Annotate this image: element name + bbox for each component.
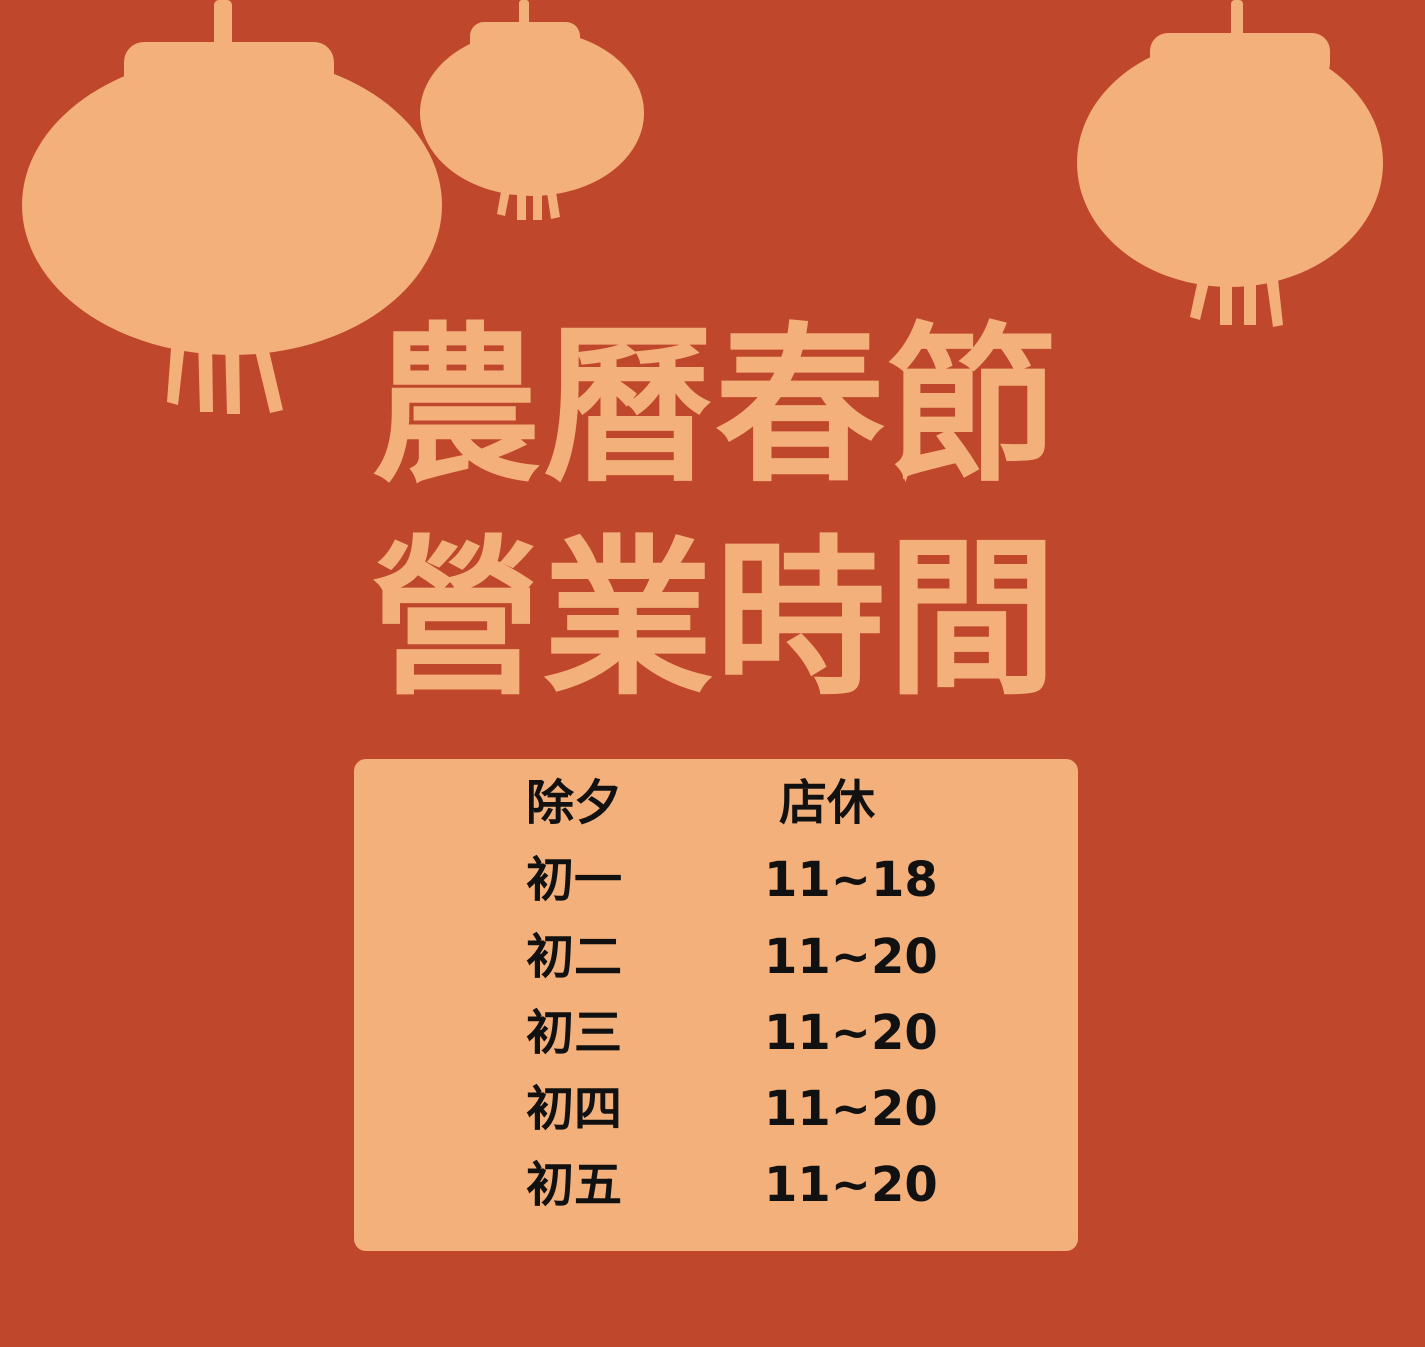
day-label: 除夕 bbox=[526, 775, 623, 831]
day-label: 初一 bbox=[526, 852, 623, 908]
title-line-1: 農曆春節 bbox=[370, 308, 1059, 506]
hours-value: 11~20 bbox=[764, 1157, 938, 1213]
hours-row-day-1: 初一 11~18 bbox=[354, 850, 1078, 910]
hours-row-day-2: 初二 11~20 bbox=[354, 927, 1078, 987]
lantern-center-icon bbox=[420, 0, 644, 220]
day-label: 初三 bbox=[526, 1005, 623, 1061]
hours-value: 11~20 bbox=[764, 929, 938, 985]
lantern-left-icon bbox=[22, 0, 442, 414]
day-label: 初五 bbox=[526, 1157, 623, 1213]
hours-row-day-5: 初五 11~20 bbox=[354, 1155, 1078, 1215]
hours-value: 11~20 bbox=[764, 1081, 938, 1137]
hours-value: 11~20 bbox=[764, 1005, 938, 1061]
hours-row-day-3: 初三 11~20 bbox=[354, 1003, 1078, 1063]
hours-row-new-years-eve: 除夕 店休 bbox=[354, 773, 1078, 833]
hours-value: 11~18 bbox=[764, 852, 938, 908]
business-hours-panel: 除夕 店休 初一 11~18 初二 11~20 初三 11~20 初四 11~2… bbox=[354, 759, 1078, 1251]
lantern-right-icon bbox=[1077, 0, 1383, 327]
day-label: 初二 bbox=[526, 929, 623, 985]
title-line-2: 營業時間 bbox=[370, 521, 1059, 719]
hours-row-day-4: 初四 11~20 bbox=[354, 1079, 1078, 1139]
hours-value: 店休 bbox=[779, 775, 876, 831]
day-label: 初四 bbox=[526, 1081, 623, 1137]
